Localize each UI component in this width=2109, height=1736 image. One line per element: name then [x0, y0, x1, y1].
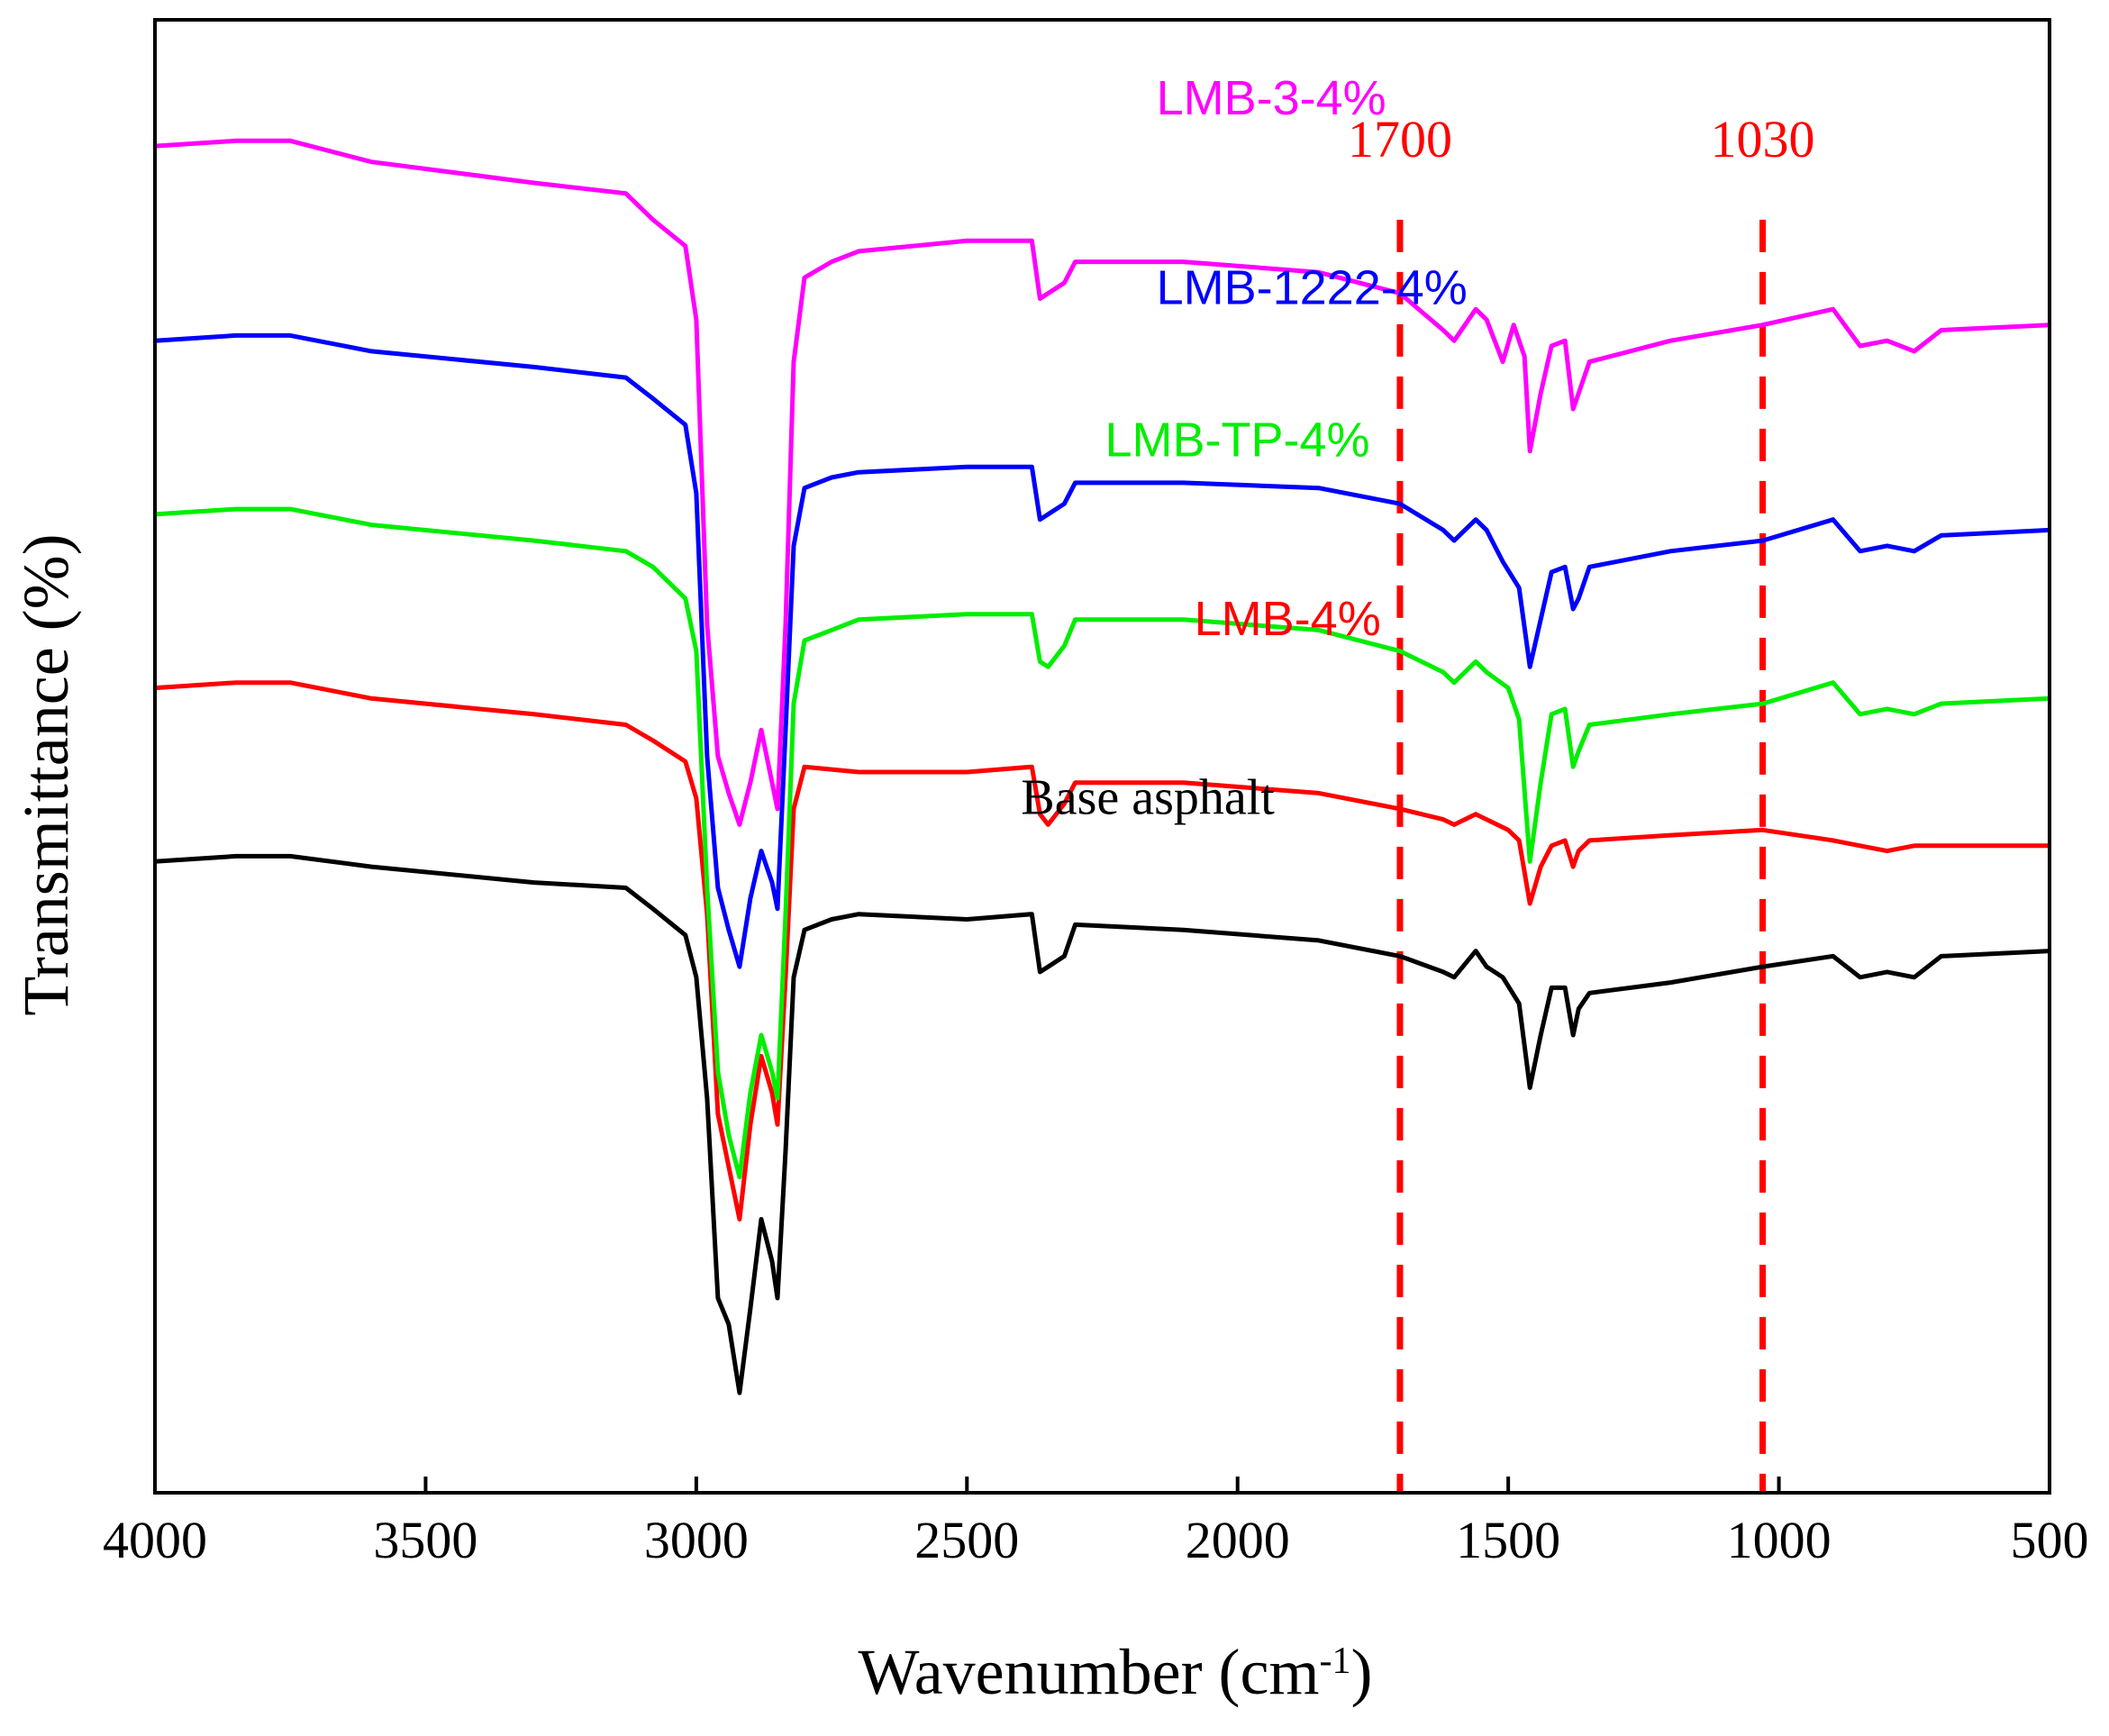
- x-tick-label-1000: 1000: [1727, 1511, 1832, 1569]
- series-line-lmb-4-: [154, 680, 2050, 1222]
- x-tick-label-3500: 3500: [373, 1511, 477, 1569]
- x-axis-title-sup: -1: [1320, 1641, 1351, 1682]
- series-line-lmb-1222-4-: [154, 332, 2050, 969]
- series-label-lmb-3-4-: LMB-3-4%: [1157, 71, 1386, 125]
- series-label-lmb-tp-4-: LMB-TP-4%: [1105, 414, 1370, 468]
- series-labels: Base asphalt LMB-4% LMB-TP-4% LMB-1222-4% LM…: [1021, 71, 1467, 826]
- series-label-base-asphalt: Base asphalt: [1021, 770, 1275, 826]
- y-axis-title: Transmittance (%): [10, 533, 82, 1015]
- plot-frame: [153, 18, 2051, 1495]
- series-label-lmb-1222-4-: LMB-1222-4%: [1157, 260, 1468, 314]
- marker-label-1700: 1700: [1348, 110, 1452, 168]
- axes: 4000 3500 3000 2500 2000 1500 1000 500: [103, 18, 2089, 1569]
- x-tick-label-1500: 1500: [1456, 1511, 1560, 1569]
- series-line-lmb-3-4-: [154, 138, 2050, 827]
- x-tick-label-4000: 4000: [103, 1511, 207, 1569]
- x-tick-label-3000: 3000: [644, 1511, 749, 1569]
- series-line-base-asphalt: [154, 853, 2050, 1395]
- x-tick-label-2000: 2000: [1186, 1511, 1290, 1569]
- reference-markers: 1700 1030: [1348, 110, 1815, 1493]
- x-axis-title-close: ): [1351, 1636, 1373, 1708]
- series-label-lmb-4-: LMB-4%: [1195, 592, 1381, 646]
- series-group: [154, 138, 2050, 1395]
- x-tick-label-2500: 2500: [914, 1511, 1019, 1569]
- series-line-lmb-tp-4-: [154, 506, 2050, 1180]
- marker-label-1030: 1030: [1711, 110, 1815, 168]
- x-axis-title-main: Wavenumber (cm: [859, 1636, 1320, 1708]
- x-axis-title: Wavenumber (cm-1): [859, 1636, 1373, 1708]
- x-tick-label-500: 500: [2011, 1511, 2089, 1569]
